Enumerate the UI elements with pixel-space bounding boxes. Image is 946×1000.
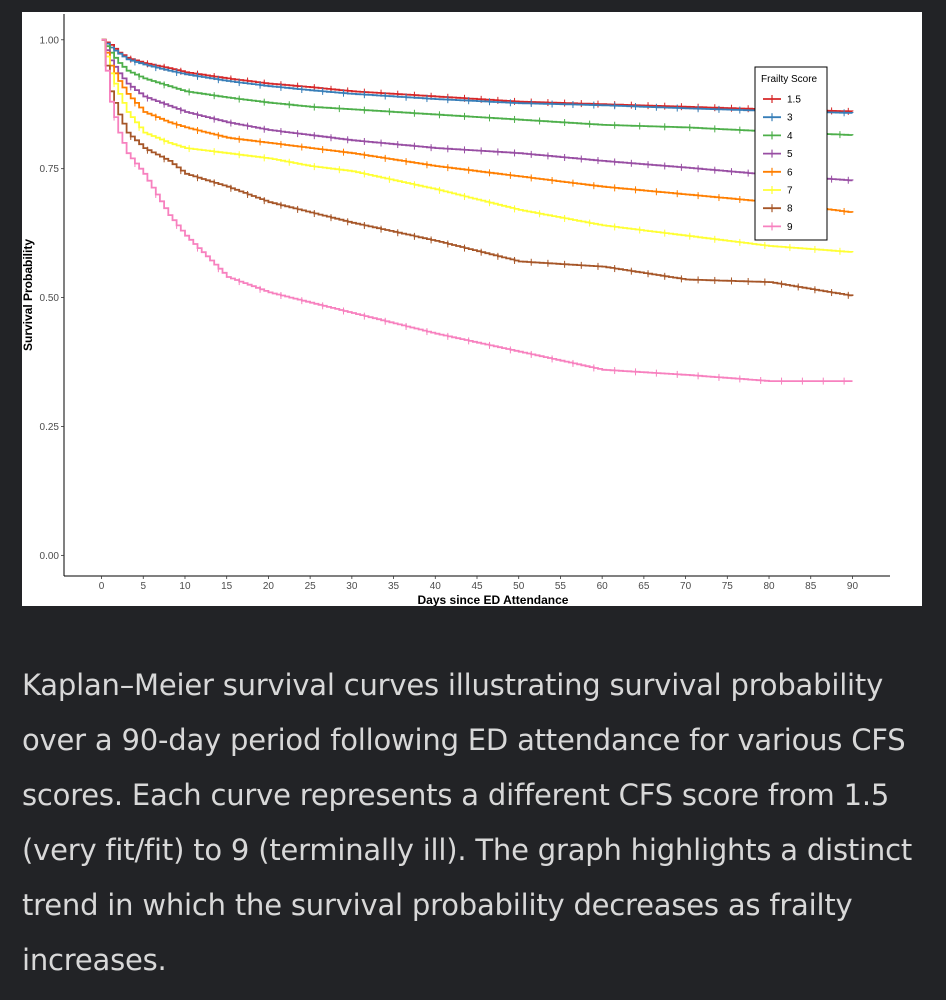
- legend-label-4: 4: [787, 131, 793, 142]
- x-tick-label: 25: [305, 581, 317, 592]
- x-tick-label: 40: [430, 581, 442, 592]
- survival-curve-8: [101, 38, 854, 297]
- km-chart-svg: 0 5 10 15 20 25 30 35 40 45 50 55 60 65 70 75 80 85 900.00…: [22, 14, 890, 606]
- x-tick-label: 35: [388, 581, 400, 592]
- x-tick-label: 90: [847, 581, 859, 592]
- axes: 0 5 10 15 20 25 30 35 40 45 50 55 60 65 70 75 80 85 900.00…: [22, 14, 890, 606]
- legend-label-1-5: 1.5: [787, 95, 801, 106]
- x-tick-label: 45: [471, 581, 483, 592]
- survival-curve-3: [101, 38, 854, 114]
- x-tick-label: 20: [263, 581, 275, 592]
- x-tick-label: 50: [513, 581, 525, 592]
- y-tick-label: 0.00: [40, 551, 60, 562]
- figure-caption: Kaplan–Meier survival curves illustratin…: [22, 668, 912, 977]
- survival-curve-6: [101, 38, 854, 213]
- legend-label-3: 3: [787, 113, 793, 124]
- x-tick-label: 65: [638, 581, 650, 592]
- legend-label-5: 5: [787, 149, 793, 160]
- survival-curve-1-5: [101, 38, 854, 113]
- survival-curve-7: [101, 38, 854, 253]
- x-tick-label: 5: [140, 581, 146, 592]
- legend: Frailty Score 1.5 3 4 5 6 7 8 9: [754, 66, 828, 241]
- legend-label-6: 6: [787, 167, 793, 178]
- x-tick-label: 15: [221, 581, 233, 592]
- x-tick-label: 30: [346, 581, 358, 592]
- x-tick-label: 85: [805, 581, 817, 592]
- legend-label-7: 7: [787, 186, 793, 197]
- y-tick-label: 1.00: [40, 35, 60, 46]
- y-tick-label: 0.25: [40, 422, 60, 433]
- legend-label-9: 9: [787, 222, 793, 233]
- x-tick-label: 10: [179, 581, 191, 592]
- legend-label-8: 8: [787, 204, 793, 215]
- plot-area: [101, 38, 854, 385]
- survival-curve-5: [101, 38, 854, 182]
- legend-title: Frailty Score: [761, 74, 818, 85]
- x-tick-label: 60: [597, 581, 609, 592]
- x-tick-label: 55: [555, 581, 567, 592]
- survival-curve-9: [101, 38, 853, 382]
- y-tick-label: 0.50: [40, 293, 60, 304]
- km-chart: 0 5 10 15 20 25 30 35 40 45 50 55 60 65 70 75 80 85 90 0.00…: [22, 12, 922, 606]
- x-tick-label: 80: [763, 581, 775, 592]
- y-tick-label: 0.75: [40, 164, 60, 175]
- x-tick-label: 0: [99, 581, 105, 592]
- x-tick-label: 75: [722, 581, 734, 592]
- x-tick-label: 70: [680, 581, 692, 592]
- survival-curve-4: [101, 38, 854, 136]
- x-axis-title: Days since ED Attendance: [418, 593, 569, 606]
- y-axis-title: Survival Probability: [22, 239, 35, 351]
